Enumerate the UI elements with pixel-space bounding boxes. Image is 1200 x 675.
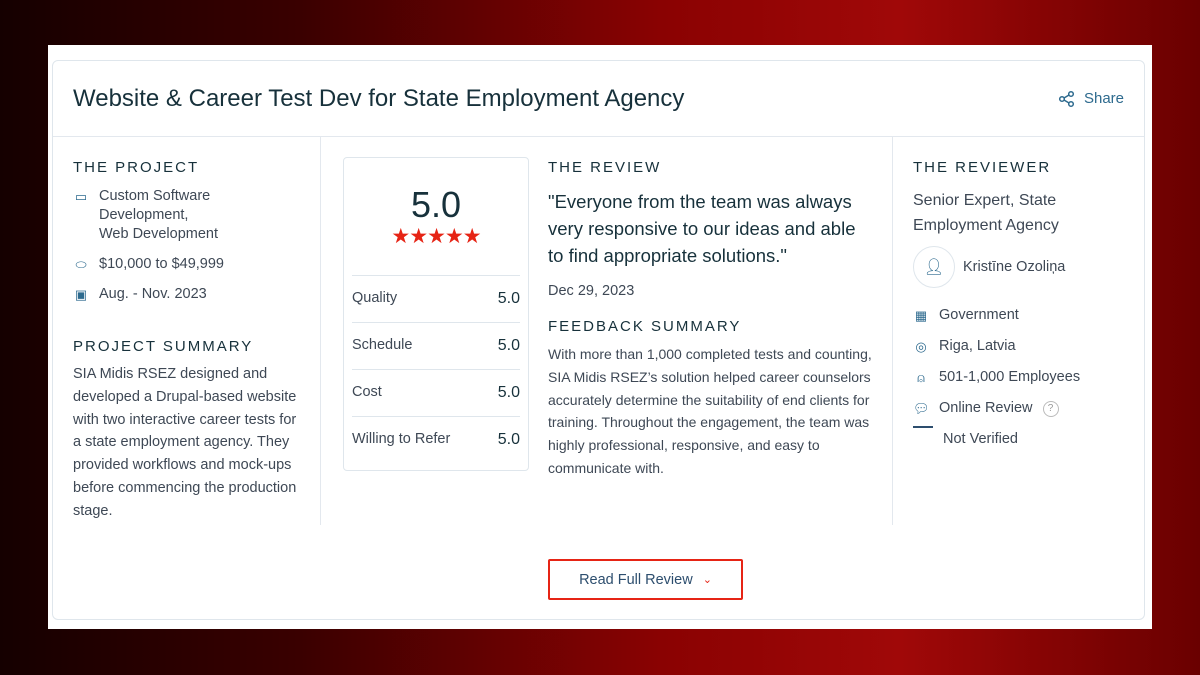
share-button[interactable]: Share xyxy=(1058,90,1124,108)
rating-value: 5.0 xyxy=(497,384,520,401)
overall-score: 5.0 xyxy=(410,184,462,225)
location: ◎ Riga, Latvia xyxy=(913,337,1133,356)
summary-text: SIA Midis RSEZ designed and developed a … xyxy=(73,366,297,519)
review-card: Website & Career Test Dev for State Empl… xyxy=(52,60,1145,620)
feedback-heading: Feedback Summary xyxy=(548,318,742,335)
review-heading: The Review xyxy=(548,159,662,176)
review-title: Website & Career Test Dev for State Empl… xyxy=(73,84,685,112)
project-column: The Project ▭ Custom Software Development… xyxy=(53,137,321,525)
rating-row: Willing to Refer 5.0 xyxy=(352,416,520,463)
source-value: Online Review xyxy=(939,400,1033,416)
review-column: The Review "Everyone from the team was a… xyxy=(548,137,893,525)
rating-value: 5.0 xyxy=(497,290,520,307)
read-full-review-label: Read Full Review xyxy=(579,571,693,588)
feedback-text: With more than 1,000 completed tests and… xyxy=(548,346,872,476)
dates-value: Aug. - Nov. 2023 xyxy=(99,286,207,302)
rating-row: Cost 5.0 xyxy=(352,369,520,416)
location-pin-icon: ◎ xyxy=(915,339,927,354)
size-value: 501-1,000 Employees xyxy=(939,369,1081,385)
services: ▭ Custom Software Development, Web Develop… xyxy=(73,187,300,244)
summary-heading: Project Summary xyxy=(73,338,254,355)
industry-value: Government xyxy=(939,307,1019,323)
review-date: Dec 29, 2023 xyxy=(548,283,635,299)
reviewer-role: Senior Expert, State Employment Agency xyxy=(913,192,1059,234)
budget: ⬭ $10,000 to $49,999 xyxy=(73,255,300,274)
company-size: ⍝ 501-1,000 Employees xyxy=(913,368,1133,387)
read-full-review-button[interactable]: Read Full Review ⌄ xyxy=(548,559,743,600)
industry: ▦ Government xyxy=(913,306,1133,325)
review-source: 💬︎ Online Review? xyxy=(913,399,1133,418)
reviewer-name: Kristīne Ozoliņa xyxy=(963,259,1066,275)
calendar-icon: ▣ xyxy=(74,287,88,302)
building-icon: ▦ xyxy=(914,308,928,323)
user-avatar-icon: 👤︎ xyxy=(913,246,955,288)
reviewer-column: The Reviewer Senior Expert, State Employ… xyxy=(913,137,1133,471)
dash-icon xyxy=(913,426,933,428)
rating-label: Quality xyxy=(352,290,398,306)
tag-icon: ⬭ xyxy=(75,257,87,272)
service: Web Development xyxy=(99,226,219,242)
card-header: Website & Career Test Dev for State Empl… xyxy=(53,61,1144,137)
rating-row: Quality 5.0 xyxy=(352,275,520,322)
chevron-down-icon: ⌄ xyxy=(702,574,712,586)
help-icon[interactable]: ? xyxy=(1042,401,1059,417)
rating-label: Cost xyxy=(352,384,382,400)
location-value: Riga, Latvia xyxy=(939,338,1016,354)
rating-label: Willing to Refer xyxy=(352,431,451,447)
share-icon xyxy=(1058,90,1075,107)
rating-value: 5.0 xyxy=(497,337,520,354)
service: Custom Software xyxy=(99,188,211,204)
chat-bubble-icon: 💬︎ xyxy=(913,401,930,416)
rating-label: Schedule xyxy=(352,337,413,353)
project-heading: The Project xyxy=(73,159,200,176)
dates: ▣ Aug. - Nov. 2023 xyxy=(73,285,300,304)
star-rating-icon: ★★★★★ xyxy=(391,225,481,248)
verification-value: Not Verified xyxy=(943,431,1018,447)
person-icon: ⍝ xyxy=(917,370,925,385)
budget-value: $10,000 to $49,999 xyxy=(99,256,224,272)
service: Development, xyxy=(99,207,189,223)
rating-box: 5.0 ★★★★★ Quality 5.0 Schedule 5.0 Cost 5.0… xyxy=(343,157,529,471)
rating-row: Schedule 5.0 xyxy=(352,322,520,369)
reviewer-identity: 👤︎ Kristīne Ozoliņa xyxy=(913,246,1133,288)
share-label: Share xyxy=(1083,90,1124,107)
review-quote: "Everyone from the team was always very … xyxy=(548,191,856,266)
reviewer-heading: The Reviewer xyxy=(913,159,1052,176)
rating-value: 5.0 xyxy=(497,431,520,448)
verification: Not Verified xyxy=(913,426,1133,449)
frame: Website & Career Test Dev for State Empl… xyxy=(48,45,1152,629)
presentation-icon: ▭ xyxy=(74,189,88,204)
